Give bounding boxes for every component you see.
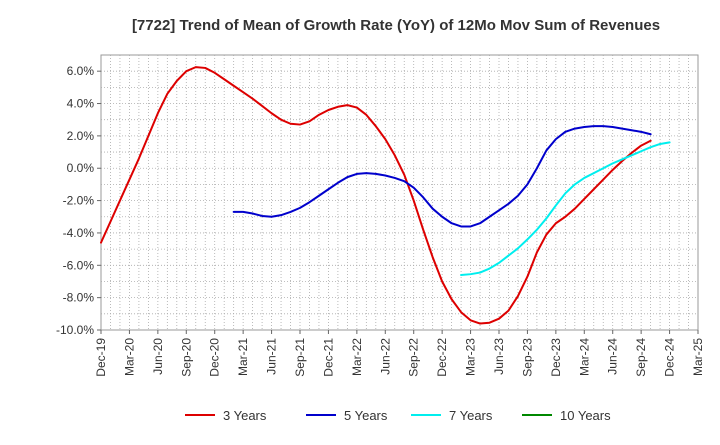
x-tick-label: Sep-22	[407, 338, 421, 377]
x-tick-label: Dec-24	[663, 338, 677, 377]
x-tick-label: Dec-23	[549, 338, 563, 377]
x-tick-label: Dec-20	[208, 338, 222, 377]
y-tick-label: 0.0%	[67, 161, 95, 175]
legend-label-5-years: 5 Years	[344, 408, 388, 423]
y-tick-label: -10.0%	[56, 323, 94, 337]
series-line-3-years	[100, 66, 652, 325]
y-tick-label: 6.0%	[67, 64, 95, 78]
x-tick-label: Mar-23	[464, 338, 478, 376]
legend-label-7-years: 7 Years	[449, 408, 493, 423]
x-tick-label: Dec-21	[321, 338, 335, 377]
grid-layer	[101, 55, 698, 330]
legend-label-10-years: 10 Years	[560, 408, 611, 423]
y-tick-label: 4.0%	[67, 97, 95, 111]
plot-area	[100, 54, 699, 331]
x-tick-label: Sep-24	[634, 338, 648, 377]
series-line-7-years	[460, 141, 671, 276]
chart-title: [7722] Trend of Mean of Growth Rate (YoY…	[132, 17, 660, 34]
x-tick-label: Jun-21	[265, 338, 279, 375]
y-tick-label: -2.0%	[63, 194, 95, 208]
series-line-5-years	[232, 125, 652, 228]
x-tick-label: Mar-21	[236, 338, 250, 376]
x-tick-label: Jun-23	[492, 338, 506, 375]
x-tick-label: Sep-21	[293, 338, 307, 377]
x-tick-label: Sep-23	[520, 338, 534, 377]
x-tick-label: Jun-24	[606, 338, 620, 375]
x-tick-label: Mar-22	[350, 338, 364, 376]
y-tick-label: 2.0%	[67, 129, 95, 143]
y-tick-label: -8.0%	[63, 291, 95, 305]
x-tick-label: Mar-20	[122, 338, 136, 376]
x-tick-label: Jun-20	[151, 338, 165, 375]
legend-label-3-years: 3 Years	[223, 408, 267, 423]
legend: 3 Years 5 Years 7 Years 10 Years	[185, 408, 611, 423]
x-tick-label: Jun-22	[378, 338, 392, 375]
x-tick-label: Mar-25	[691, 338, 705, 376]
x-tick-label: Dec-19	[94, 338, 108, 377]
x-tick-label: Sep-20	[179, 338, 193, 377]
y-tick-label: -6.0%	[63, 258, 95, 272]
series-layer	[100, 66, 671, 325]
axis-layer: 6.0% 4.0% 2.0% 0.0% -2.0% -4.0% -6.0% -8.0% -10.…	[56, 64, 705, 377]
y-tick-label: -4.0%	[63, 226, 95, 240]
x-tick-label: Mar-24	[577, 338, 591, 376]
x-tick-label: Dec-22	[435, 338, 449, 377]
